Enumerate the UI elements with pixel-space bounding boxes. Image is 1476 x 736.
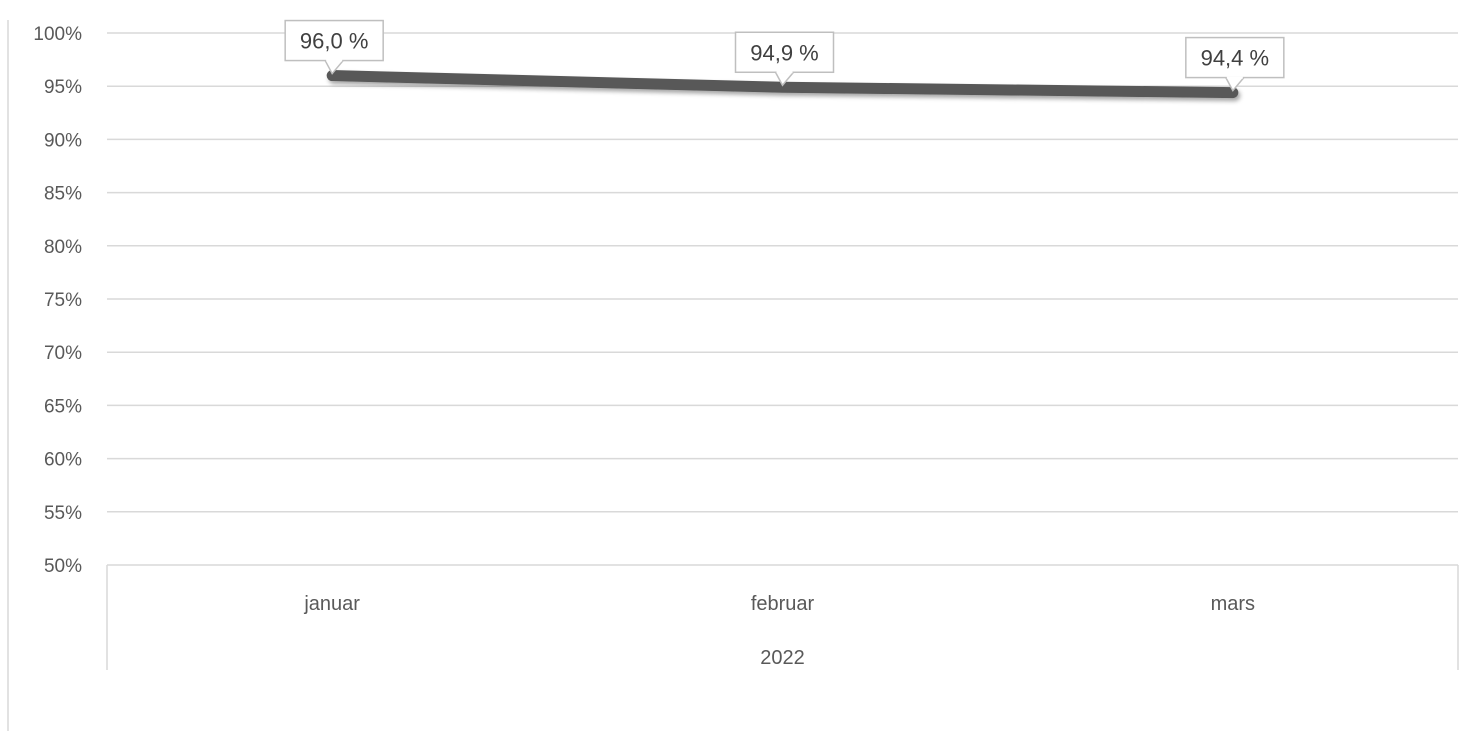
data-label-text: 94,4 % — [1201, 46, 1270, 71]
data-label-text: 96,0 % — [300, 29, 369, 54]
data-label-pointer — [774, 71, 795, 87]
y-tick-label: 75% — [44, 290, 82, 311]
y-tick-label: 70% — [44, 343, 82, 364]
x-category-label: januar — [303, 593, 360, 615]
data-label-callout: 94,4 % — [1185, 36, 1285, 92]
y-axis-tick-labels: 50% 55% 60% 65% 70% 75% 80% 85% 90% 95% 100% — [33, 24, 82, 577]
y-tick-label: 100% — [33, 24, 82, 45]
y-tick-label: 65% — [44, 396, 82, 417]
series-lines — [326, 70, 1239, 99]
x-axis: januar februar mars 2022 — [106, 565, 1459, 670]
x-category-label: mars — [1211, 593, 1255, 615]
x-category-label: februar — [751, 593, 815, 615]
data-labels: 96,0 % 94,9 % 94,4 % — [284, 19, 1285, 92]
data-label-pointer — [1225, 77, 1245, 92]
y-tick-label: 90% — [44, 130, 82, 151]
x-group-label: 2022 — [760, 647, 805, 669]
data-label-box — [1185, 36, 1285, 79]
gridlines — [7, 20, 1458, 731]
y-tick-label: 55% — [44, 503, 82, 524]
data-label-box — [734, 31, 835, 74]
data-label-box — [284, 19, 384, 62]
y-tick-label: 80% — [44, 237, 82, 258]
data-label-callout: 94,9 % — [734, 31, 835, 87]
data-label-callout: 96,0 % — [284, 19, 384, 75]
y-tick-label: 50% — [44, 556, 82, 577]
y-tick-label: 60% — [44, 450, 82, 471]
y-tick-label: 95% — [44, 77, 82, 98]
y-tick-label: 85% — [44, 184, 82, 205]
data-label-text: 94,9 % — [750, 40, 819, 65]
data-label-pointer — [324, 60, 344, 75]
series-line — [326, 70, 1239, 99]
